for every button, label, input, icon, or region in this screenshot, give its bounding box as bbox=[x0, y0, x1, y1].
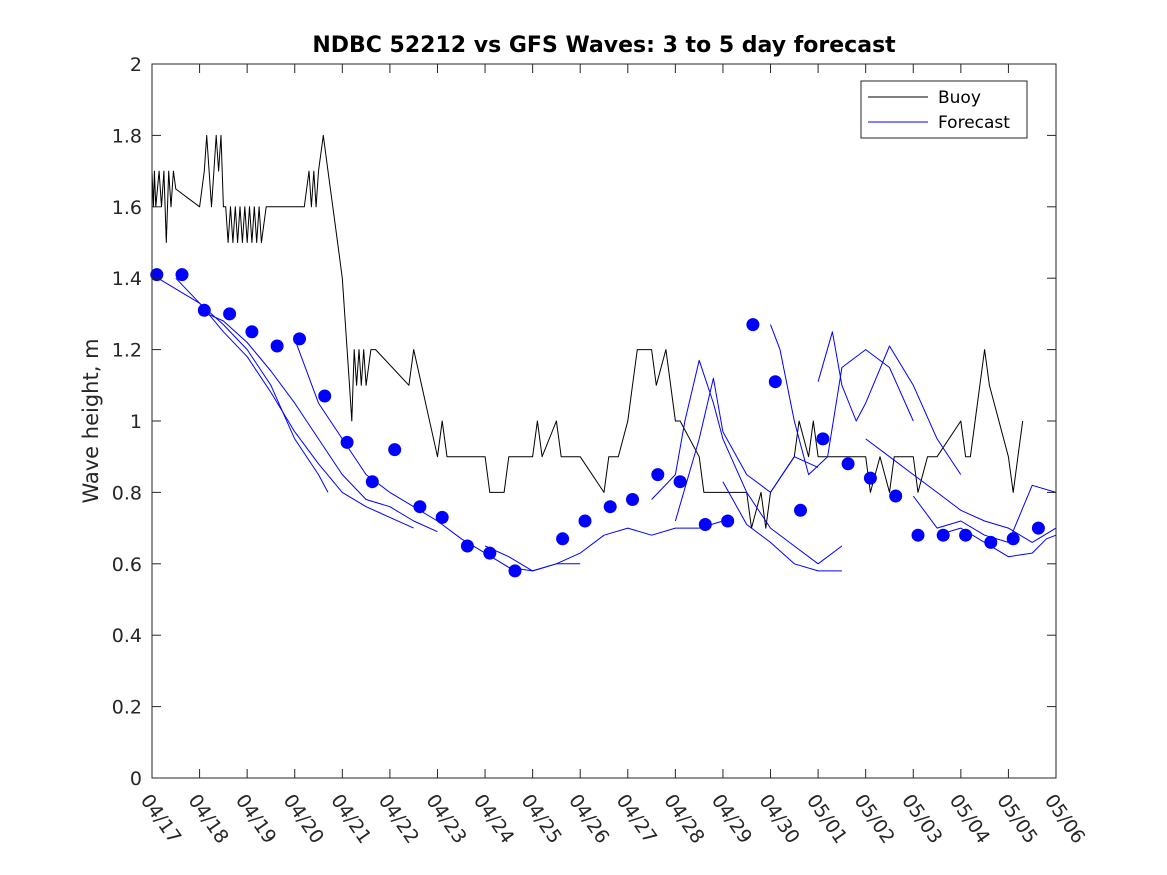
y-tick-label: 0.8 bbox=[112, 482, 142, 504]
legend-box bbox=[860, 80, 1028, 139]
forecast-series-line-1 bbox=[151, 274, 329, 493]
buoy-series-line bbox=[151, 134, 1024, 529]
forecast-marker bbox=[863, 471, 877, 485]
y-axis-label: Wave height, m bbox=[79, 338, 103, 503]
forecast-series-line-10 bbox=[817, 331, 962, 475]
forecast-series-line-5 bbox=[484, 520, 724, 572]
forecast-marker bbox=[578, 514, 592, 528]
forecast-series-line-11 bbox=[865, 438, 1057, 543]
chart-title: NDBC 52212 vs GFS Waves: 3 to 5 day fore… bbox=[312, 33, 896, 58]
forecast-marker bbox=[768, 375, 782, 389]
legend-forecast-label: Forecast bbox=[938, 113, 1010, 133]
forecast-marker bbox=[651, 468, 665, 482]
forecast-marker bbox=[959, 528, 973, 542]
forecast-marker bbox=[483, 546, 497, 560]
forecast-marker bbox=[816, 432, 830, 446]
forecast-series-line-3 bbox=[199, 309, 438, 533]
forecast-marker bbox=[936, 528, 950, 542]
forecast-series-line-12 bbox=[912, 484, 1057, 543]
series-layer bbox=[151, 134, 1057, 572]
forecast-marker bbox=[175, 268, 189, 282]
forecast-marker bbox=[365, 475, 379, 489]
forecast-marker bbox=[413, 500, 427, 514]
forecast-marker bbox=[746, 318, 760, 332]
y-tick-label: 0 bbox=[130, 768, 142, 790]
forecast-marker bbox=[508, 564, 522, 578]
forecast-marker bbox=[626, 493, 639, 506]
plot-area bbox=[152, 64, 1056, 778]
forecast-marker bbox=[245, 325, 259, 339]
y-tick-label: 0.4 bbox=[112, 625, 142, 647]
forecast-marker bbox=[721, 514, 735, 528]
y-tick-label: 0.2 bbox=[112, 697, 142, 719]
forecast-marker bbox=[460, 539, 474, 553]
y-tick-label: 1.4 bbox=[112, 268, 142, 290]
y-axis: 0 0.2 0.4 0.6 0.8 1 1.2 1.4 1.6 1.8 2 bbox=[112, 54, 1056, 790]
y-tick-label: 1.2 bbox=[112, 340, 142, 362]
y-tick-label: 1.6 bbox=[112, 197, 142, 219]
forecast-marker bbox=[794, 503, 807, 517]
forecast-marker bbox=[318, 389, 332, 403]
forecast-series-line-7 bbox=[674, 377, 819, 522]
forecast-marker bbox=[197, 303, 211, 317]
legend: Buoy Forecast bbox=[860, 80, 1028, 139]
forecast-marker bbox=[889, 489, 903, 503]
forecast-marker bbox=[841, 457, 855, 471]
forecast-marker bbox=[911, 528, 925, 542]
legend-buoy-label: Buoy bbox=[938, 88, 981, 108]
forecast-marker bbox=[270, 339, 284, 353]
forecast-series-line-2 bbox=[175, 277, 414, 529]
marker-layer bbox=[150, 268, 1045, 578]
forecast-series-line-9 bbox=[770, 324, 914, 476]
forecast-marker bbox=[1006, 532, 1020, 546]
forecast-marker bbox=[673, 475, 687, 489]
y-tick-label: 1 bbox=[130, 411, 142, 433]
forecast-series-line-6 bbox=[651, 359, 843, 565]
forecast-series-line-8 bbox=[722, 481, 842, 572]
y-tick-label: 0.6 bbox=[112, 554, 142, 576]
forecast-marker bbox=[293, 332, 306, 346]
forecast-marker bbox=[984, 535, 998, 549]
forecast-marker bbox=[603, 500, 617, 514]
forecast-marker bbox=[223, 307, 237, 321]
forecast-marker bbox=[556, 532, 570, 546]
forecast-marker bbox=[340, 435, 354, 449]
y-tick-label: 1.8 bbox=[112, 125, 142, 147]
forecast-marker bbox=[1031, 521, 1045, 535]
forecast-marker bbox=[435, 510, 449, 524]
forecast-series-line-13 bbox=[936, 527, 1057, 558]
y-tick-label: 2 bbox=[130, 54, 142, 76]
forecast-marker bbox=[388, 443, 402, 457]
forecast-marker bbox=[698, 518, 712, 531]
